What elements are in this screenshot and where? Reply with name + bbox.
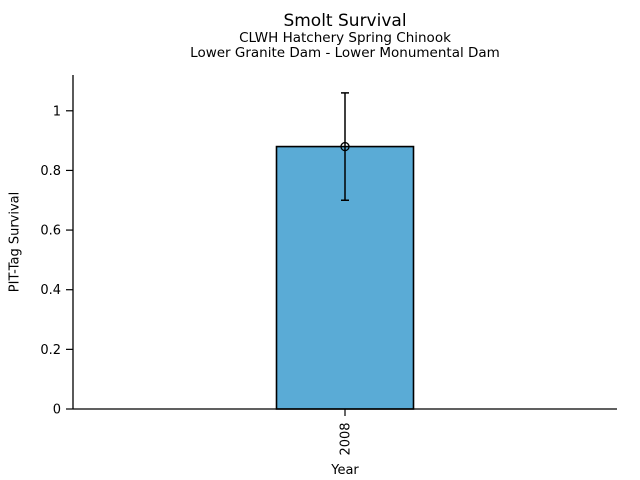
y-tick-label: 0.8 [40, 164, 61, 179]
chart-subtitle-line1: CLWH Hatchery Spring Chinook [239, 30, 451, 46]
point-marker [340, 141, 350, 152]
y-tick-label: 0.4 [40, 283, 61, 298]
chart-subtitle-line2: Lower Granite Dam - Lower Monumental Dam [190, 45, 500, 61]
chart-title: Smolt Survival [283, 11, 407, 31]
x-tick-label: 2008 [339, 422, 354, 455]
y-tick-label: 1 [53, 104, 61, 119]
y-axis-label: PIT-Tag Survival [8, 192, 23, 292]
y-tick-label: 0.6 [40, 224, 61, 239]
y-tick-label: 0 [53, 403, 61, 418]
x-axis-label: Year [330, 463, 359, 478]
y-tick-label: 0.2 [40, 343, 61, 358]
